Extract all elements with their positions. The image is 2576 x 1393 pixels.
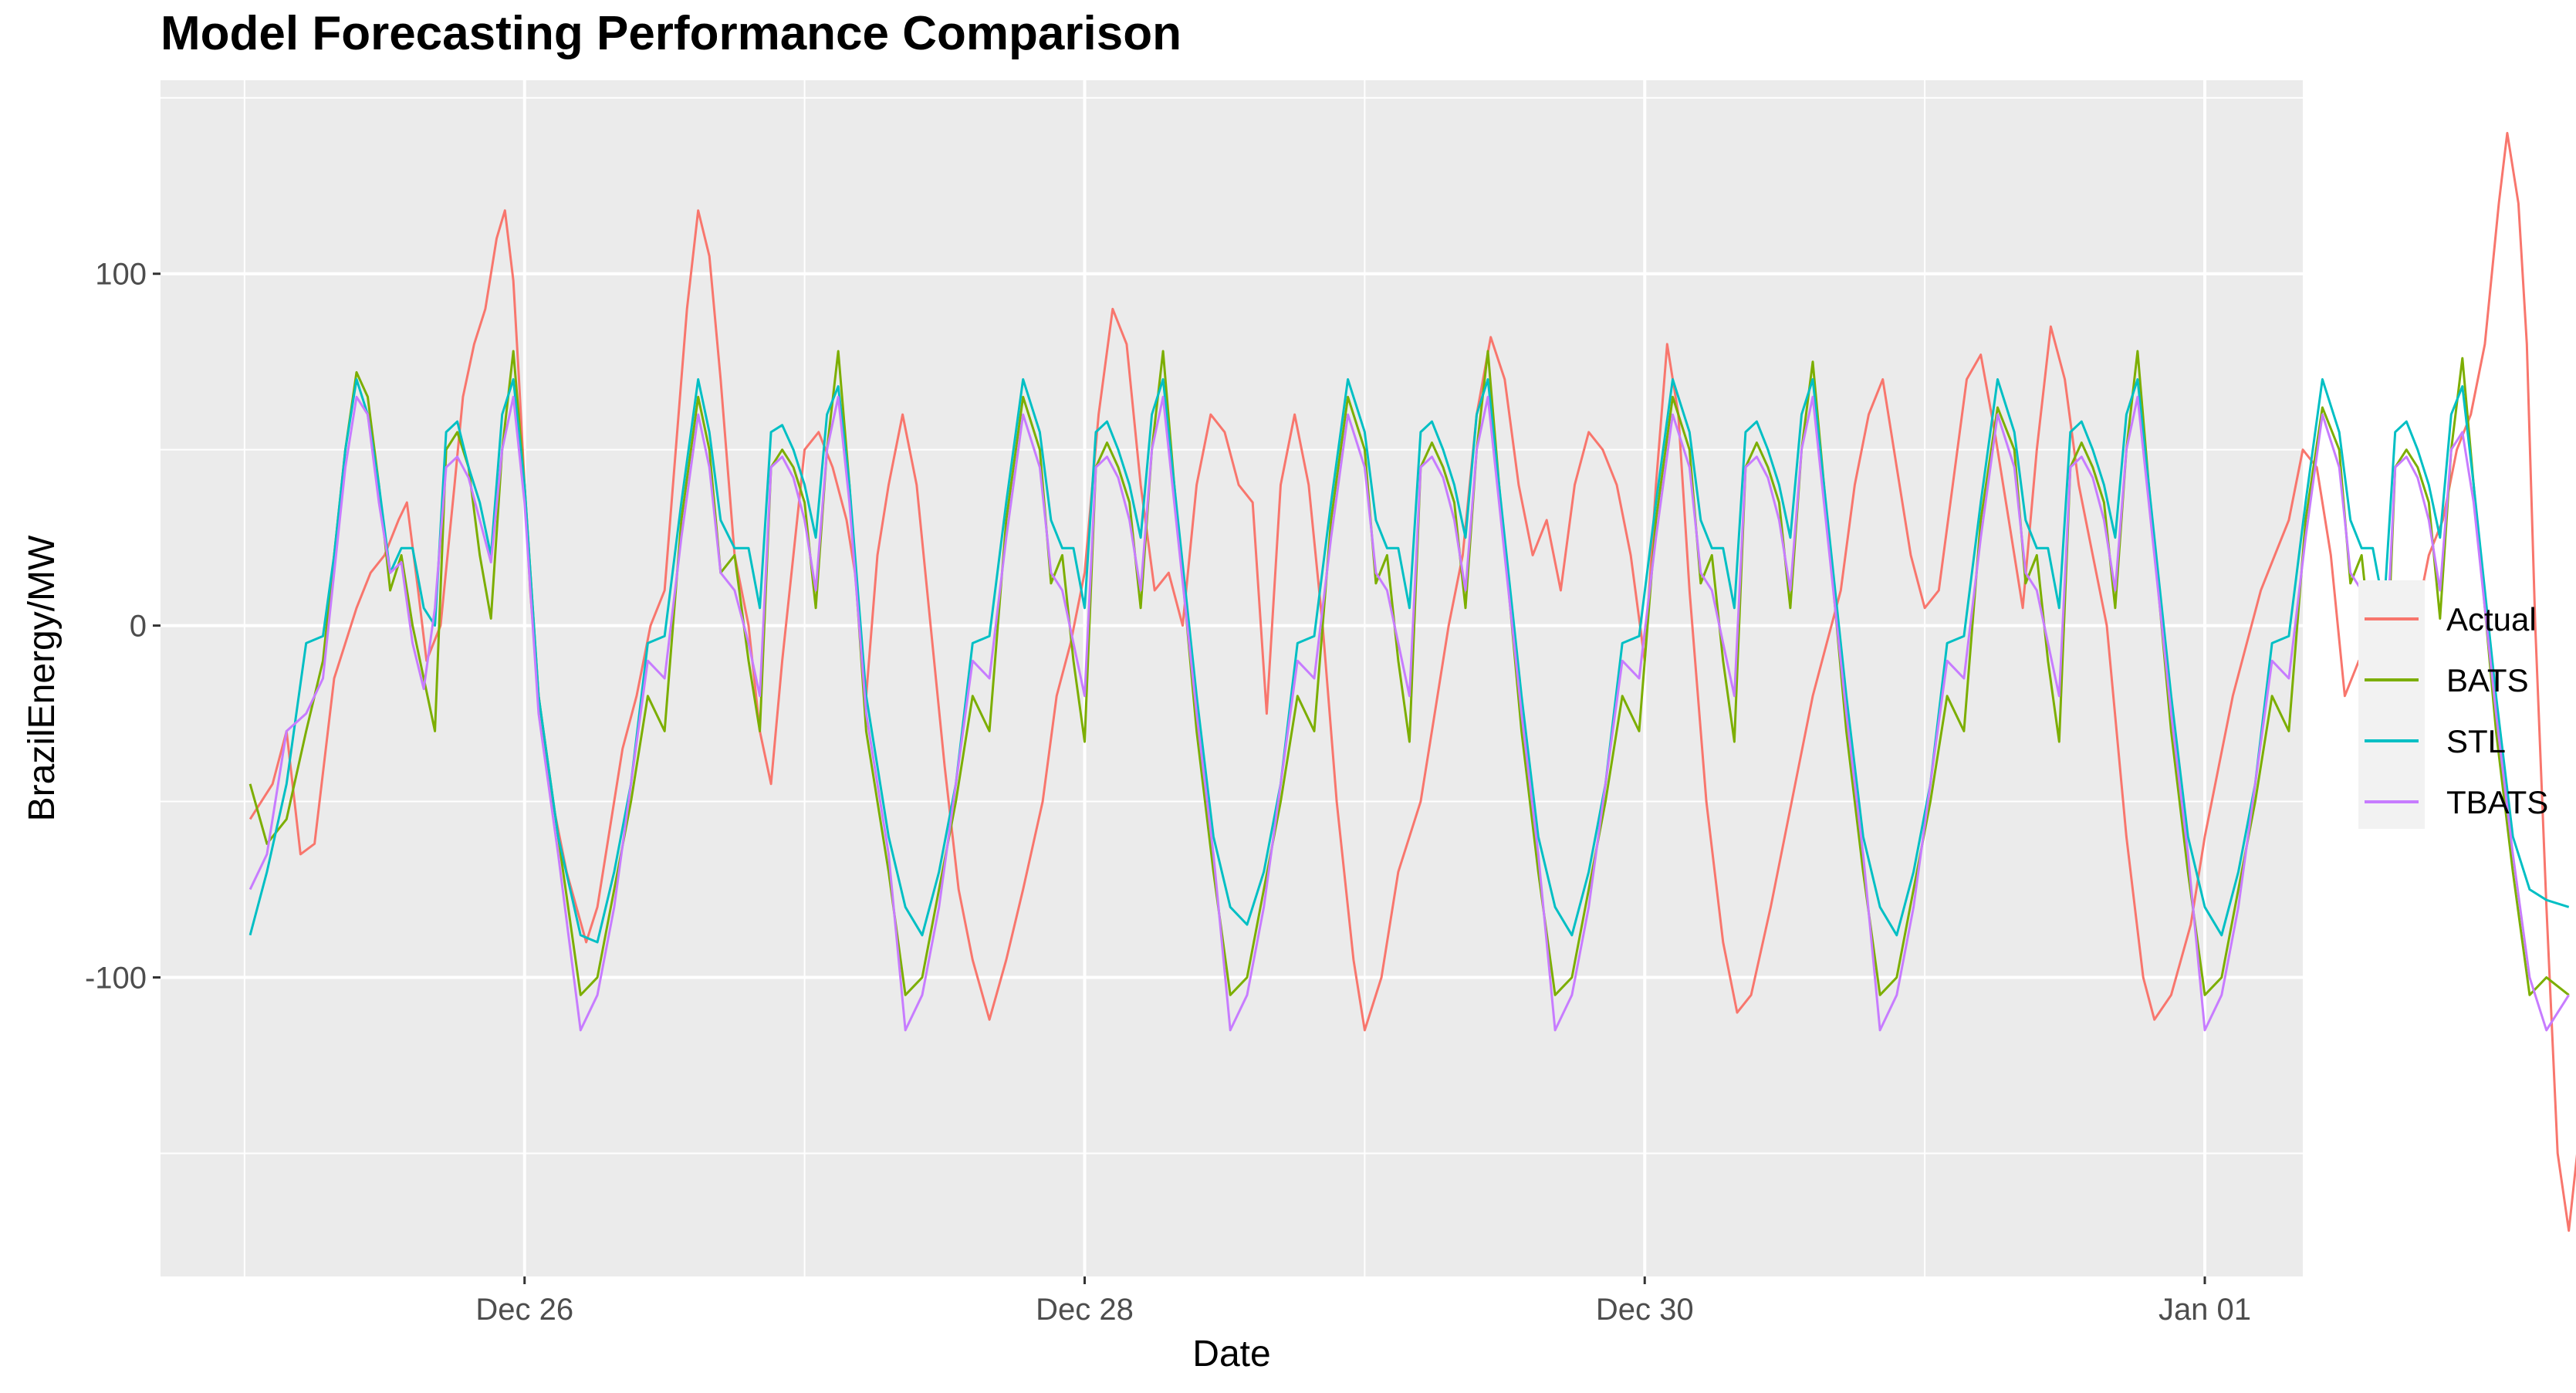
series-line-tbats bbox=[248, 395, 2570, 1032]
legend-label-actual: Actual bbox=[2446, 601, 2537, 637]
series-line-stl bbox=[248, 378, 2570, 944]
series-line-actual bbox=[248, 131, 2576, 1232]
legend-label-stl: STL bbox=[2446, 723, 2506, 759]
x-axis-label: Date bbox=[1192, 1334, 1270, 1374]
x-tick-label: Dec 28 bbox=[1036, 1293, 1134, 1327]
grid-minor bbox=[161, 80, 2303, 1276]
legend-label-bats: BATS bbox=[2446, 662, 2529, 698]
x-tick-label: Dec 30 bbox=[1596, 1293, 1694, 1327]
x-tick-label: Jan 01 bbox=[2158, 1293, 2251, 1327]
legend: Actual BATS STL TBATS bbox=[2358, 580, 2548, 829]
y-axis-ticks: -100 0 100 bbox=[85, 258, 161, 996]
plot-panel bbox=[161, 80, 2303, 1276]
legend-key-background bbox=[2358, 580, 2425, 829]
y-tick-label: 0 bbox=[130, 610, 147, 644]
chart-title: Model Forecasting Performance Comparison bbox=[161, 7, 1182, 60]
series-layer bbox=[248, 131, 2576, 1232]
x-axis-ticks: Dec 26 Dec 28 Dec 30 Jan 01 bbox=[475, 1276, 2251, 1327]
y-axis-label: BrazilEnergy/MW bbox=[22, 535, 63, 821]
y-tick-label: -100 bbox=[85, 962, 147, 996]
x-tick-label: Dec 26 bbox=[475, 1293, 573, 1327]
y-tick-label: 100 bbox=[95, 258, 147, 292]
legend-label-tbats: TBATS bbox=[2446, 784, 2548, 820]
grid-major bbox=[161, 80, 2303, 1276]
